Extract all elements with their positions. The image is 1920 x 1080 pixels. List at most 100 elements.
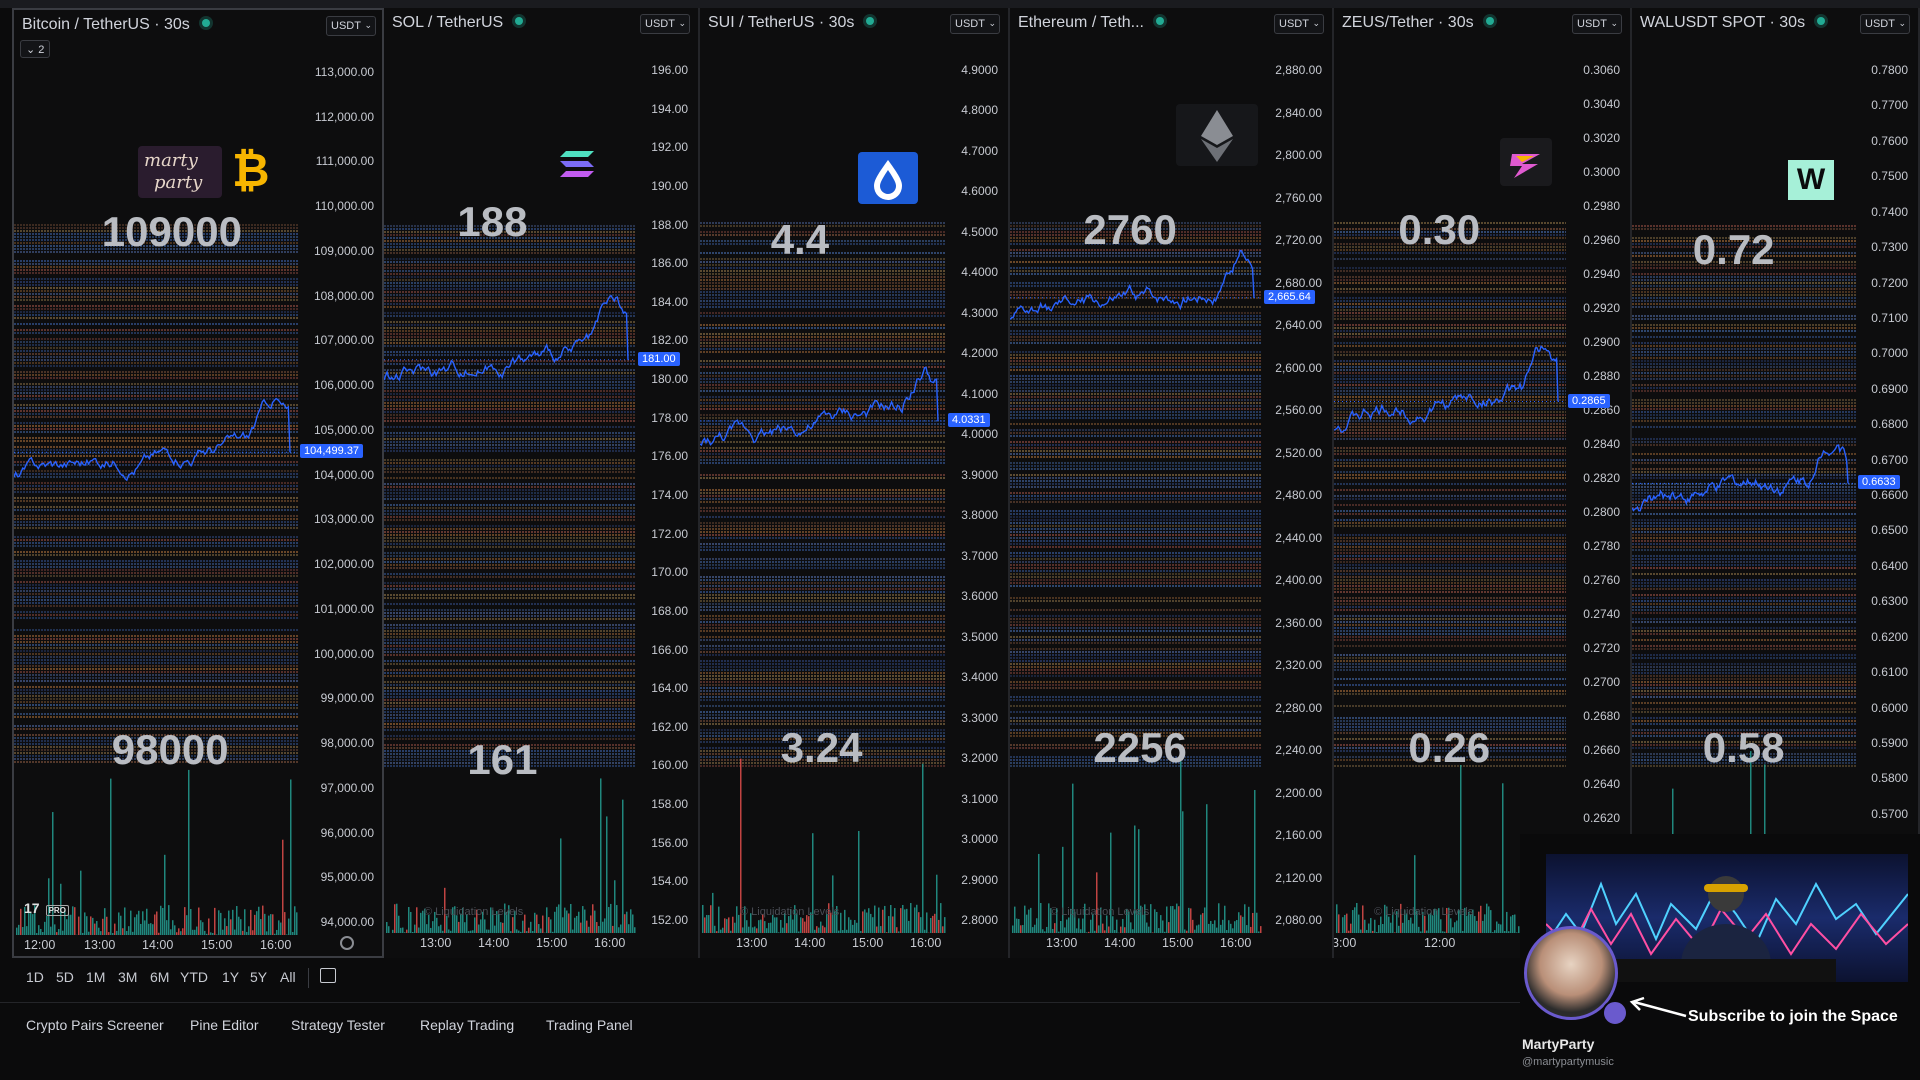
volume-bar	[1428, 913, 1430, 933]
volume-bar	[58, 929, 60, 935]
price-axis-label: 0.2800	[1583, 505, 1620, 519]
chevron-down-icon: ⌄	[364, 20, 372, 30]
price-axis-label: 0.2940	[1583, 267, 1620, 281]
volume-bar	[1510, 916, 1512, 933]
price-axis-label: 0.6800	[1871, 417, 1908, 432]
price-axis-label: 0.3040	[1583, 97, 1620, 111]
volume-bar	[776, 917, 778, 933]
range-button-5y[interactable]: 5Y	[250, 969, 268, 985]
volume-bar	[806, 915, 808, 933]
price-axis-label: 192.00	[651, 140, 688, 155]
walrus-icon: W	[1788, 160, 1834, 200]
volume-bar	[1072, 783, 1074, 933]
volume-bar	[1384, 904, 1386, 933]
volume-bar	[52, 812, 54, 935]
gear-icon[interactable]	[340, 936, 354, 950]
tab-crypto-pairs-screener[interactable]: Crypto Pairs Screener	[26, 1017, 164, 1033]
price-line-sol	[384, 294, 629, 382]
volume-bar	[42, 932, 44, 935]
symbol-title-zeus[interactable]: ZEUS/Tether · 30s	[1342, 14, 1494, 32]
volume-bar	[1030, 907, 1032, 933]
volume-bar	[1254, 789, 1256, 933]
volume-bar	[426, 924, 428, 933]
volume-bar	[1178, 906, 1180, 933]
chevron-down-icon: ⌄	[1898, 18, 1906, 28]
volume-bar	[484, 919, 486, 933]
verified-badge-icon	[1602, 1000, 1628, 1026]
range-button-ytd[interactable]: YTD	[180, 969, 208, 985]
chart-canvas-sui	[700, 222, 946, 933]
volume-bar	[1422, 911, 1424, 933]
time-axis-label: 14:00	[478, 936, 510, 950]
target-high-label: 4.4	[770, 216, 830, 263]
chart-pane-sui[interactable]: SUI / TetherUS · 30s USDT ⌄ 4.9000 4.8000 4.7…	[700, 8, 1010, 958]
currency-select-sui[interactable]: USDT ⌄	[950, 14, 1000, 34]
volume-bar	[768, 922, 770, 933]
price-axis-label: 158.00	[651, 797, 688, 812]
pro-badge: PRO	[45, 905, 69, 916]
volume-bar	[424, 908, 426, 933]
range-button-3m[interactable]: 3M	[118, 969, 138, 985]
range-button-5d[interactable]: 5D	[56, 969, 74, 985]
tab-pine-editor[interactable]: Pine Editor	[190, 1017, 259, 1033]
chart-pane-zeus[interactable]: ZEUS/Tether · 30s USDT ⌄ 0.3060 0.3040 0.3020…	[1334, 8, 1632, 958]
currency-select-btc[interactable]: USDT ⌄	[326, 16, 376, 36]
volume-bar	[1048, 903, 1050, 933]
volume-bar	[1488, 906, 1490, 933]
volume-bar	[1232, 928, 1234, 933]
range-button-6m[interactable]: 6M	[150, 969, 170, 985]
volume-bar	[1378, 925, 1380, 933]
chart-pane-eth[interactable]: Ethereum / Teth... USDT ⌄ 2,880.00 2,840.00 2…	[1010, 8, 1334, 958]
volume-bar	[834, 911, 836, 933]
currency-select-sol[interactable]: USDT ⌄	[640, 14, 690, 34]
price-axis-label: 2,440.00	[1275, 530, 1322, 545]
volume-bar	[1402, 922, 1404, 933]
volume-bar	[720, 929, 722, 933]
tab-strategy-tester[interactable]: Strategy Tester	[291, 1017, 385, 1033]
volume-bar	[914, 907, 916, 933]
range-button-1m[interactable]: 1M	[86, 969, 106, 985]
currency-select-wal[interactable]: USDT ⌄	[1860, 14, 1910, 34]
chart-pane-btc[interactable]: Bitcoin / TetherUS · 30s USDT ⌄ ⌄ 2 113,000.…	[12, 8, 384, 958]
tab-replay-trading[interactable]: Replay Trading	[420, 1017, 515, 1033]
symbol-title-wal[interactable]: WALUSDT SPOT · 30s	[1640, 14, 1826, 32]
streamer-avatar[interactable]	[1524, 926, 1618, 1020]
volume-bar	[204, 930, 206, 935]
volume-bar	[148, 923, 150, 935]
price-axis-label: 156.00	[651, 835, 688, 850]
currency-select-zeus[interactable]: USDT ⌄	[1572, 14, 1622, 34]
symbol-title-sol[interactable]: SOL / TetherUS	[392, 14, 524, 32]
volume-bar	[1022, 925, 1024, 933]
symbol-title-eth[interactable]: Ethereum / Teth...	[1018, 14, 1164, 32]
volume-bar	[1068, 917, 1070, 933]
price-axis-label: 0.7800	[1871, 63, 1908, 77]
currency-select-eth[interactable]: USDT ⌄	[1274, 14, 1324, 34]
volume-bar	[1164, 931, 1166, 933]
volume-bar	[402, 927, 404, 933]
symbol-title-btc[interactable]: Bitcoin / TetherUS · 30s	[22, 16, 210, 34]
volume-bar	[110, 778, 112, 935]
volume-bar	[528, 927, 530, 933]
price-axis-label: 4.8000	[961, 103, 998, 118]
symbol-title-sui[interactable]: SUI / TetherUS · 30s	[708, 14, 875, 32]
price-axis-label: 162.00	[651, 719, 688, 734]
range-button-all[interactable]: All	[280, 969, 296, 985]
tab-trading-panel[interactable]: Trading Panel	[546, 1017, 633, 1033]
layout-count-button[interactable]: ⌄ 2	[20, 40, 50, 58]
price-axis-label: 0.2900	[1583, 335, 1620, 349]
layout-count: 2	[38, 44, 45, 56]
volume-bar	[624, 914, 626, 933]
volume-bar	[1250, 926, 1252, 933]
chart-pane-wal[interactable]: WALUSDT SPOT · 30s USDT ⌄ 0.7800 0.7700 0.760…	[1632, 8, 1920, 958]
target-low-label: 98000	[111, 726, 229, 773]
volume-bar	[38, 925, 40, 935]
range-button-1y[interactable]: 1Y	[222, 969, 240, 985]
volume-bar	[868, 908, 870, 933]
volume-bar	[114, 923, 116, 935]
volume-bar	[850, 919, 852, 933]
volume-bar	[782, 927, 784, 933]
chart-pane-sol[interactable]: SOL / TetherUS USDT ⌄ 196.00 194.00 192.00 190…	[384, 8, 700, 958]
range-button-1d[interactable]: 1D	[26, 969, 44, 985]
volume-bar	[778, 932, 780, 933]
calendar-icon[interactable]	[320, 968, 336, 983]
